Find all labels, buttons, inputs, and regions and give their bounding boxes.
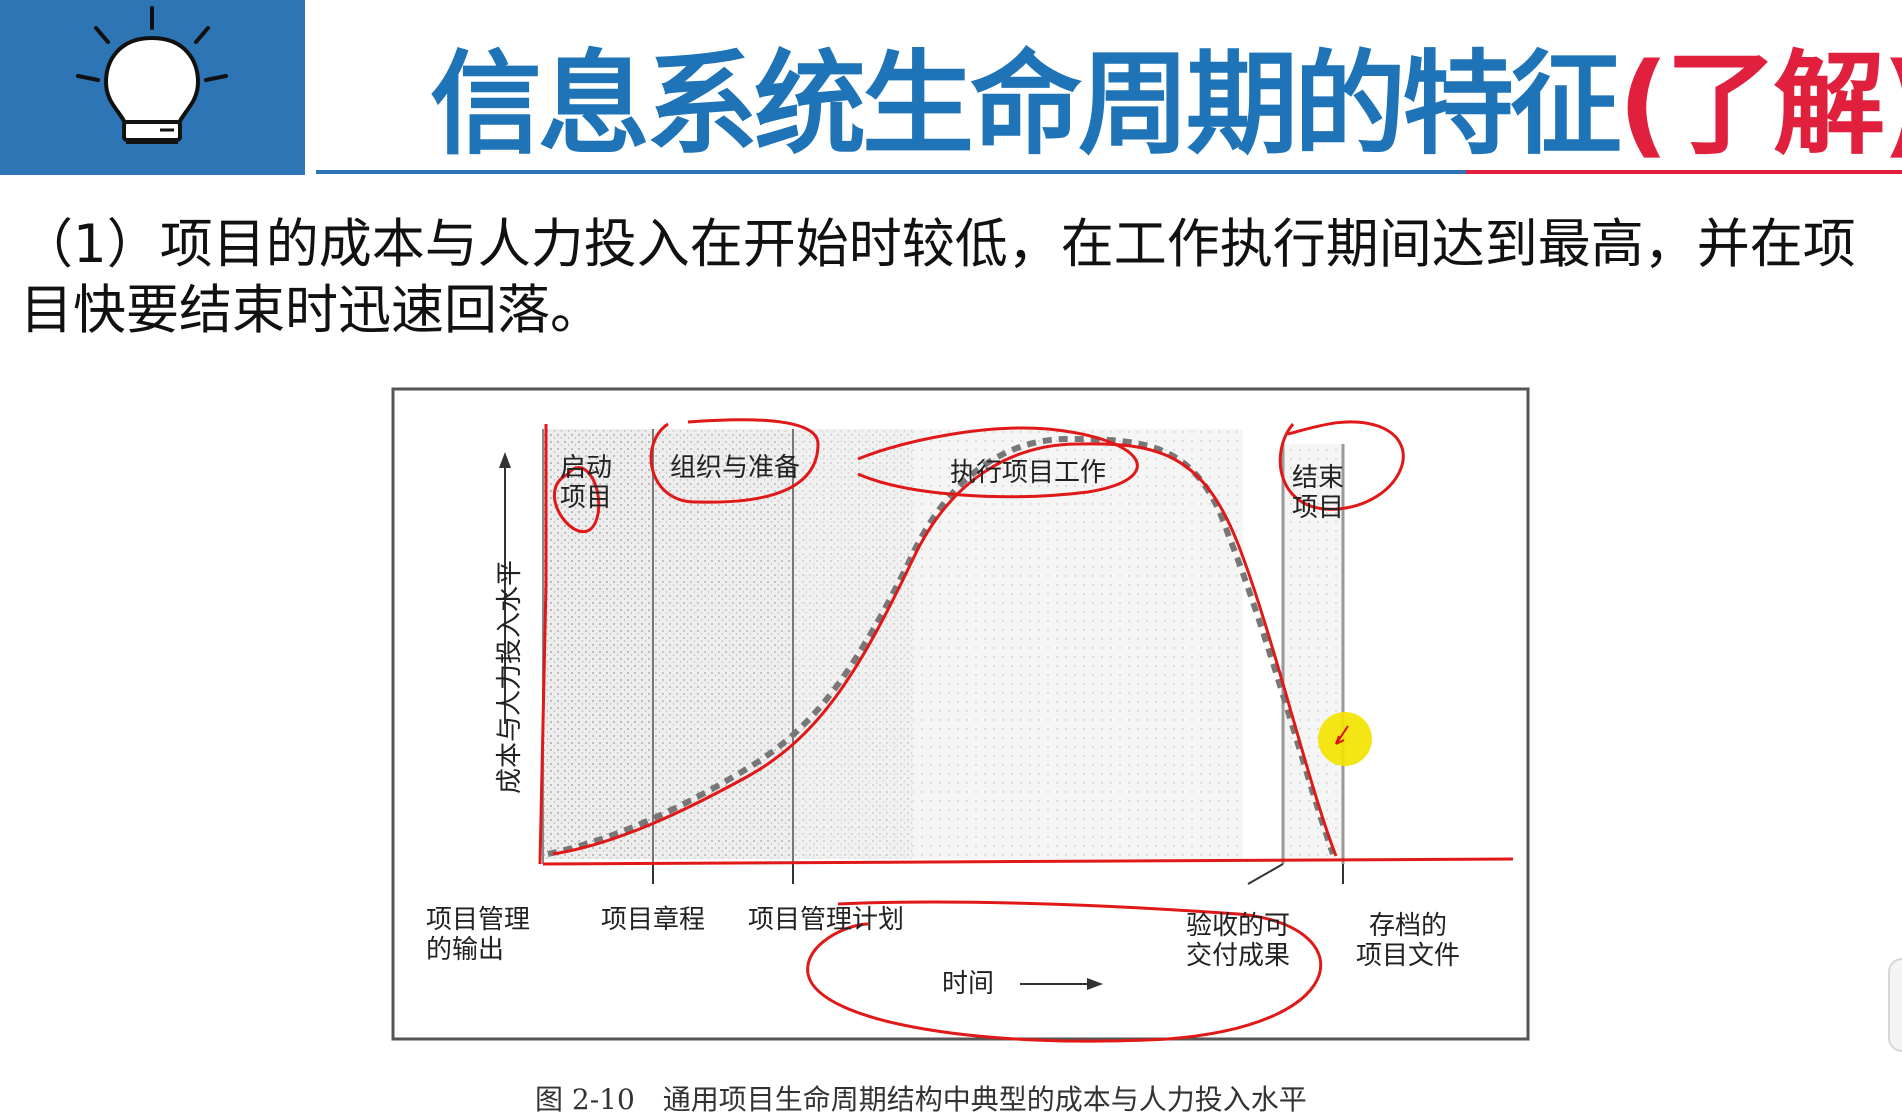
red-circle-close bbox=[1278, 420, 1405, 511]
red-circle-organize bbox=[649, 418, 820, 504]
red-curve-annotation bbox=[552, 442, 1338, 857]
label-close-1: 结束 bbox=[1292, 463, 1344, 493]
label-archive-2: 项目文件 bbox=[1356, 941, 1460, 971]
label-organize: 组织与准备 bbox=[670, 453, 800, 483]
title-underline-red bbox=[1466, 170, 1902, 174]
y-axis-label: 成本与人力投入水平 bbox=[495, 560, 525, 794]
label-archive-1: 存档的 bbox=[1369, 911, 1447, 941]
x-axis-label: 时间 bbox=[942, 969, 994, 999]
label-close-2: 项目 bbox=[1292, 493, 1344, 523]
label-charter: 项目章程 bbox=[601, 905, 705, 935]
label-deliverable-1: 验收的可 bbox=[1186, 911, 1290, 941]
red-circle-execute bbox=[857, 426, 1139, 499]
lightbulb-icon bbox=[76, 6, 228, 144]
label-execute: 执行项目工作 bbox=[950, 458, 1106, 488]
title-accent: (了解) bbox=[1618, 40, 1902, 170]
phase-band-execute-early bbox=[793, 429, 913, 859]
cursor-icon bbox=[1335, 725, 1349, 745]
label-deliverable-2: 交付成果 bbox=[1186, 941, 1290, 971]
slide-title: 信息系统生命周期的特征(了解) bbox=[430, 40, 1902, 170]
label-plan: 项目管理计划 bbox=[748, 905, 904, 935]
red-x-axis bbox=[542, 857, 1514, 866]
y-axis-arrowhead bbox=[499, 452, 511, 468]
label-pm-output-1: 项目管理 bbox=[426, 905, 530, 935]
body-paragraph: （1）项目的成本与人力投入在开始时较低，在工作执行期间达到最高，并在项目快要结束… bbox=[20, 214, 1856, 341]
title-main: 信息系统生命周期的特征 bbox=[430, 40, 1622, 170]
label-pm-output-2: 的输出 bbox=[426, 935, 504, 965]
cost-curve-dashed bbox=[547, 435, 1336, 857]
x-axis-arrowhead bbox=[1087, 978, 1103, 990]
x-ticks bbox=[652, 863, 1344, 885]
title-underline-blue bbox=[316, 170, 1466, 174]
figure-caption: 图 2-10 通用项目生命周期结构中典型的成本与人力投入水平 bbox=[535, 1083, 1307, 1116]
side-scroll-tab[interactable] bbox=[1888, 958, 1902, 1052]
red-circle-start bbox=[553, 466, 601, 533]
lifecycle-chart: 成本与人力投入水平 启动 项目 组织与准备 执行项目工作 结束 项目 项目管理 … bbox=[391, 387, 1530, 1043]
label-start-2: 项目 bbox=[560, 483, 612, 513]
logo-box bbox=[0, 0, 305, 175]
pointer-highlight bbox=[1318, 712, 1372, 766]
red-circle-time bbox=[806, 900, 1323, 1043]
label-start-1: 启动 bbox=[560, 453, 612, 483]
lifecycle-figure: 成本与人力投入水平 启动 项目 组织与准备 执行项目工作 结束 项目 项目管理 … bbox=[388, 384, 1538, 1048]
red-y-axis bbox=[538, 424, 548, 865]
